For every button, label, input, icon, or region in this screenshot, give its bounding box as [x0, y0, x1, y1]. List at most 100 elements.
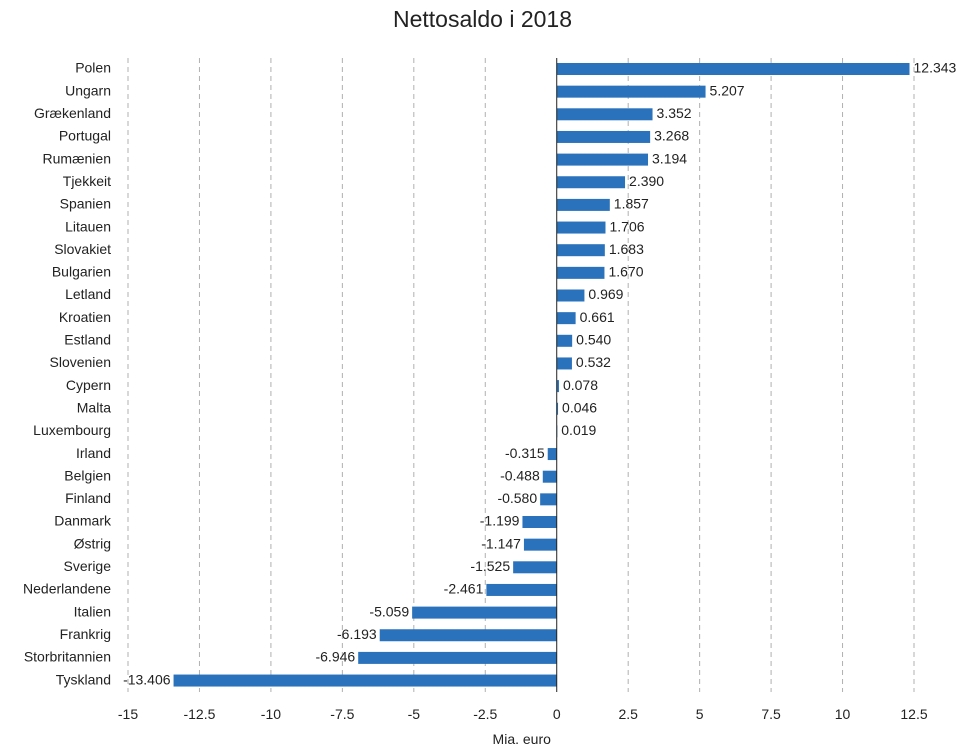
category-label: Slovakiet [54, 241, 111, 257]
value-label: 0.532 [576, 354, 611, 370]
category-label: Finland [65, 490, 111, 506]
category-label: Tyskland [56, 671, 111, 687]
category-label: Nederlandene [23, 581, 111, 597]
bar [522, 516, 557, 528]
category-label: Luxembourg [33, 422, 111, 438]
x-tick-label: 10 [835, 706, 851, 722]
bar [556, 108, 653, 121]
x-tick-label: 7.5 [761, 706, 781, 722]
value-label: 3.194 [652, 150, 687, 166]
value-label: 0.661 [580, 309, 615, 325]
category-label: Tjekkeit [63, 173, 111, 189]
bar [547, 448, 557, 461]
bar [379, 629, 557, 642]
value-label: 1.706 [609, 218, 644, 234]
bar [556, 63, 910, 75]
value-label: -0.315 [505, 445, 545, 461]
bar [556, 153, 649, 166]
bar [556, 357, 572, 370]
category-label: Bulgarien [52, 264, 111, 280]
bar [556, 176, 626, 189]
value-label: 3.268 [654, 128, 689, 144]
category-label: Storbritannien [24, 649, 111, 665]
value-label: -0.580 [497, 490, 537, 506]
category-label: Danmark [54, 513, 112, 529]
bar [542, 470, 557, 483]
bar [556, 130, 651, 143]
bar [523, 538, 557, 551]
bar [556, 312, 576, 325]
category-label: Cypern [66, 377, 111, 393]
category-label: Estland [64, 332, 111, 348]
bar [556, 380, 559, 393]
x-tick-label: -2.5 [473, 706, 497, 722]
value-label: 1.683 [609, 241, 644, 257]
x-tick-label: 0 [553, 706, 561, 722]
value-label: -1.525 [470, 558, 510, 574]
bar [358, 651, 557, 664]
value-label: 0.019 [561, 422, 596, 438]
category-label: Belgien [64, 467, 111, 483]
x-tick-label: -12.5 [183, 706, 215, 722]
category-label: Grækenland [34, 105, 111, 121]
bars [173, 63, 910, 687]
labels: Polen 12.343 Ungarn 5.207 Grækenland 3.352 Por… [23, 60, 957, 688]
value-label: -0.488 [500, 467, 540, 483]
value-label: -1.199 [480, 513, 520, 529]
category-label: Frankrig [60, 626, 111, 642]
value-label: 2.390 [629, 173, 664, 189]
category-label: Italien [74, 603, 111, 619]
category-label: Litauen [65, 218, 111, 234]
bar [556, 402, 559, 415]
category-label: Sverige [64, 558, 112, 574]
bar [556, 85, 706, 98]
x-tick-label: 12.5 [900, 706, 927, 722]
category-label: Østrig [74, 535, 111, 551]
category-label: Letland [65, 286, 111, 302]
x-axis-ticks: -15 -12.5 -10 -7.5 -5 -2.5 0 2.5 5 7.5 10 12.5 [118, 706, 928, 722]
bar [556, 198, 610, 211]
value-label: 0.969 [588, 286, 623, 302]
chart-title: Nettosaldo i 2018 [392, 6, 572, 32]
x-tick-label: 5 [696, 706, 704, 722]
bar [556, 289, 585, 302]
bar [556, 334, 573, 347]
grid-lines [127, 58, 915, 692]
x-axis-label: Mia. euro [493, 731, 552, 747]
bar [556, 266, 605, 279]
x-tick-label: -10 [261, 706, 281, 722]
x-tick-label: -5 [408, 706, 421, 722]
value-label: 0.078 [563, 377, 598, 393]
value-label: 3.352 [657, 105, 692, 121]
bar [486, 583, 557, 596]
value-label: 5.207 [710, 82, 745, 98]
value-label: 0.540 [576, 332, 611, 348]
bar [540, 493, 557, 506]
category-label: Irland [76, 445, 111, 461]
x-tick-label: -15 [118, 706, 138, 722]
value-label: -5.059 [369, 603, 409, 619]
value-label: -1.147 [481, 535, 521, 551]
x-tick-label: 2.5 [618, 706, 638, 722]
value-label: -6.193 [337, 626, 377, 642]
category-label: Slovenien [50, 354, 112, 370]
category-label: Portugal [59, 128, 111, 144]
bar [513, 561, 557, 574]
category-label: Polen [75, 60, 111, 76]
category-label: Rumænien [43, 150, 111, 166]
value-label: -2.461 [444, 581, 484, 597]
x-tick-label: -7.5 [330, 706, 354, 722]
category-label: Kroatien [59, 309, 111, 325]
value-label: -13.406 [123, 671, 171, 687]
bar [556, 221, 606, 234]
category-label: Malta [77, 399, 111, 415]
value-label: 12.343 [914, 60, 957, 76]
bar [556, 244, 605, 257]
category-label: Spanien [60, 196, 111, 212]
value-label: 1.670 [608, 264, 643, 280]
value-label: 1.857 [614, 196, 649, 212]
value-label: 0.046 [562, 399, 597, 415]
category-label: Ungarn [65, 82, 111, 98]
bar [412, 606, 557, 619]
